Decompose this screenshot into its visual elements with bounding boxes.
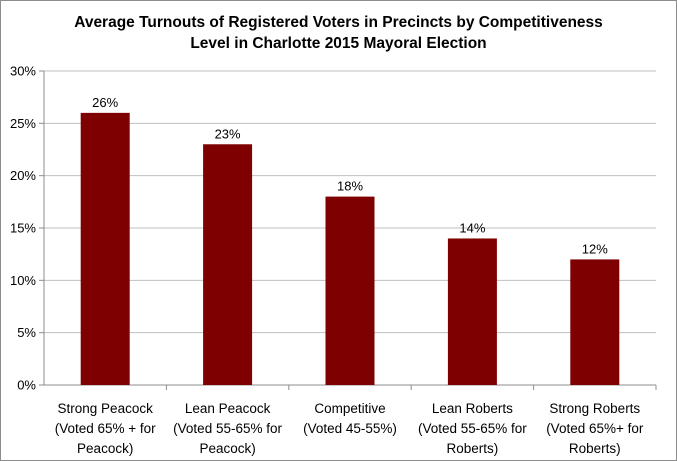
category-label: Lean Peacock bbox=[185, 401, 271, 416]
data-label: 18% bbox=[337, 179, 363, 194]
category-label: Peacock) bbox=[199, 441, 255, 456]
y-tick-label: 5% bbox=[17, 325, 36, 340]
bar bbox=[447, 238, 497, 385]
data-label: 14% bbox=[459, 220, 485, 235]
category-label: Strong Peacock bbox=[58, 401, 154, 416]
category-label: Lean Roberts bbox=[432, 401, 513, 416]
category-label: (Voted 55-65% for bbox=[173, 421, 282, 436]
chart-title: Average Turnouts of Registered Voters in… bbox=[0, 12, 677, 54]
category-label: (Voted 65%+ for bbox=[546, 421, 644, 436]
category-label: Peacock) bbox=[77, 441, 133, 456]
bar bbox=[570, 259, 620, 385]
category-label: Roberts) bbox=[569, 441, 621, 456]
y-tick-label: 10% bbox=[10, 273, 36, 288]
y-tick-label: 0% bbox=[17, 378, 36, 393]
data-label: 12% bbox=[582, 241, 608, 256]
data-label: 23% bbox=[215, 126, 241, 141]
chart-title-line-1: Average Turnouts of Registered Voters in… bbox=[74, 14, 603, 31]
category-label: (Voted 55-65% for bbox=[418, 421, 527, 436]
y-tick-label: 25% bbox=[10, 116, 36, 131]
bar bbox=[80, 112, 130, 385]
data-label: 26% bbox=[92, 95, 118, 110]
y-tick-label: 15% bbox=[10, 221, 36, 236]
category-label: Strong Roberts bbox=[549, 401, 640, 416]
chart-title-line-2: Level in Charlotte 2015 Mayoral Election bbox=[190, 35, 487, 52]
y-tick-label: 20% bbox=[10, 168, 36, 183]
category-label: (Voted 65% + for bbox=[55, 421, 156, 436]
category-label: Roberts) bbox=[447, 441, 499, 456]
category-label: Competitive bbox=[314, 401, 385, 416]
bar bbox=[325, 196, 375, 385]
bar bbox=[203, 144, 253, 385]
y-tick-label: 30% bbox=[10, 64, 36, 79]
category-label: (Voted 45-55%) bbox=[303, 421, 397, 436]
